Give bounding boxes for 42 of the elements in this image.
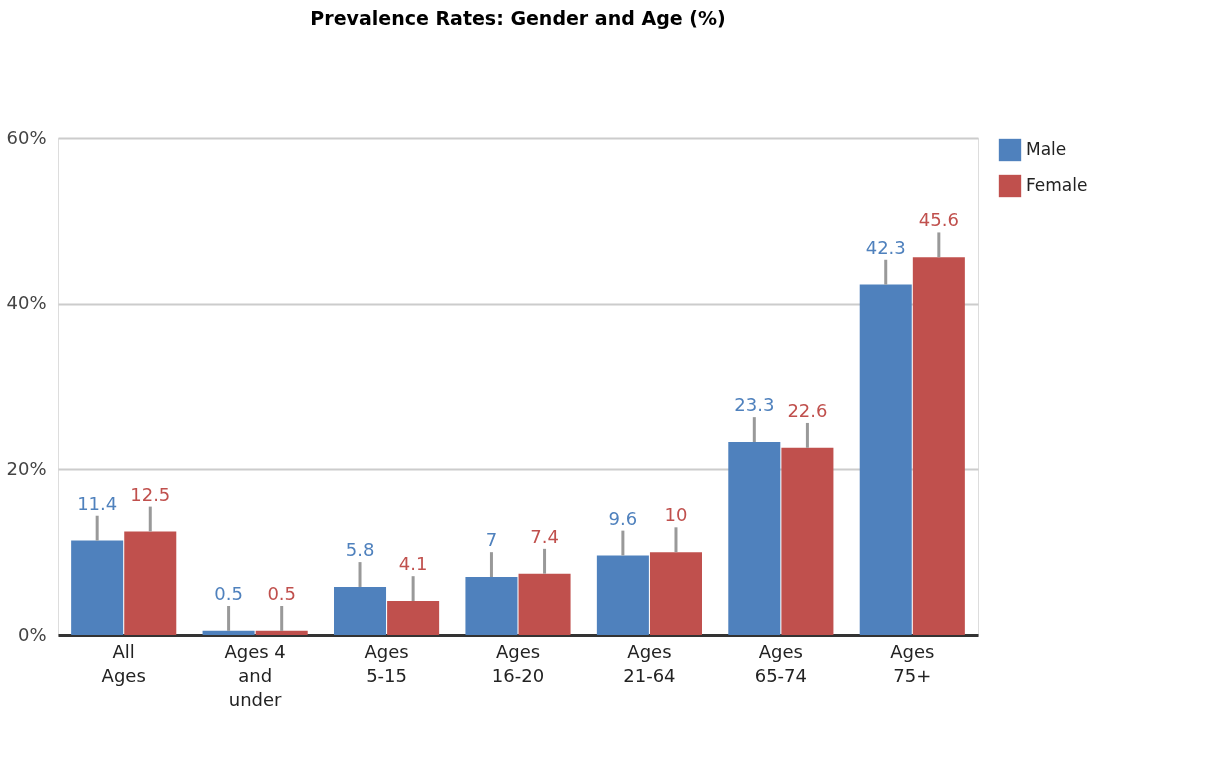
data-label: 9.6 — [608, 507, 638, 529]
bar — [912, 257, 965, 635]
x-tick-label: Ages 5-15 — [364, 640, 409, 686]
bar — [71, 540, 124, 635]
y-tick-label: 60% — [6, 126, 47, 148]
data-label: 7.4 — [530, 525, 559, 547]
bar — [334, 586, 387, 635]
x-tick-label: All Ages — [101, 640, 146, 686]
data-label: 23.3 — [734, 394, 775, 416]
bar — [596, 555, 649, 635]
data-label: 4.1 — [398, 553, 428, 575]
data-label: 5.8 — [345, 539, 375, 561]
bar — [255, 630, 308, 635]
bar — [859, 284, 912, 635]
x-tick-label: Ages 65-74 — [754, 640, 808, 686]
data-label: 7 — [485, 529, 498, 551]
bar — [781, 447, 834, 635]
legend-label: Female — [1026, 175, 1088, 195]
bar — [387, 601, 440, 635]
bar — [124, 531, 177, 635]
x-tick-label: Ages 75+ — [890, 640, 935, 686]
data-label: 10 — [664, 504, 688, 526]
bar — [649, 552, 702, 635]
chart-title: Prevalence Rates: Gender and Age (%) — [310, 7, 726, 29]
data-label: 0.5 — [214, 583, 243, 605]
x-tick-label: Ages 4 and under — [224, 640, 286, 710]
bar — [728, 442, 781, 635]
bar — [202, 630, 255, 635]
data-label: 11.4 — [77, 492, 118, 514]
data-label: 45.6 — [918, 209, 959, 231]
data-label: 22.6 — [787, 399, 828, 421]
y-tick-label: 40% — [6, 292, 47, 314]
data-label: 0.5 — [267, 583, 297, 605]
legend-label: Male — [1026, 139, 1067, 159]
bar — [518, 573, 571, 635]
y-tick-label: 20% — [6, 457, 47, 479]
data-label: 42.3 — [865, 236, 906, 258]
x-tick-label: Ages 21-64 — [623, 640, 676, 686]
y-tick-label: 0% — [17, 623, 47, 645]
bar — [465, 577, 518, 635]
x-tick-label: Ages 16-20 — [491, 640, 545, 686]
data-label: 12.5 — [130, 483, 171, 505]
